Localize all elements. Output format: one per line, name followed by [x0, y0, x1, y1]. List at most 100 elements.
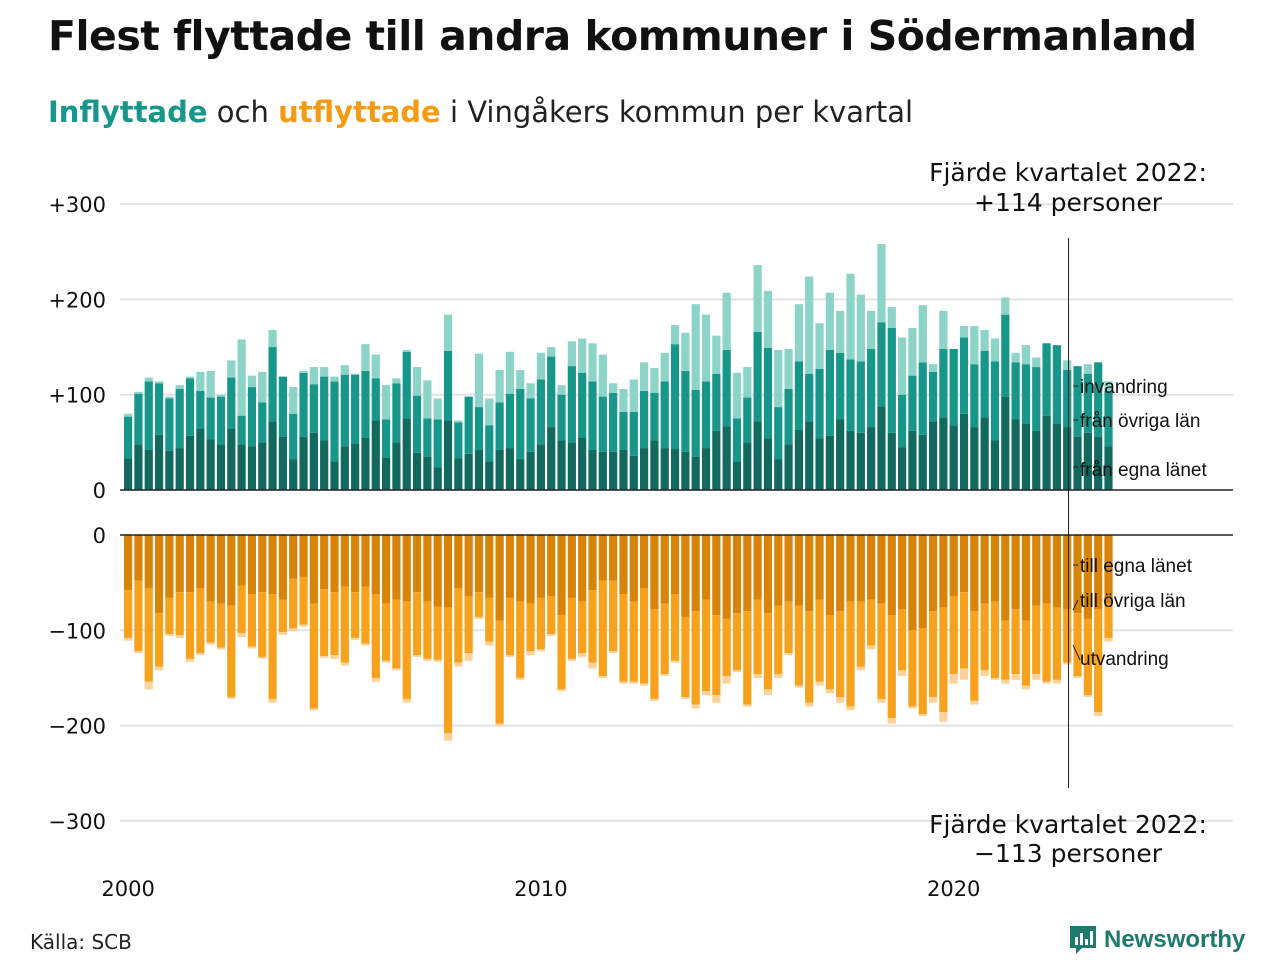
bar-out-utvandring — [268, 698, 277, 703]
bar-in-ovriga — [619, 411, 628, 450]
bar-out-utvandring — [124, 637, 133, 641]
bar-out-egna — [351, 535, 360, 593]
bar-in-ovriga — [392, 383, 401, 443]
bar-out-utvandring — [712, 695, 721, 703]
bar-in-ovriga — [144, 381, 153, 450]
bar-in-ovriga — [980, 350, 989, 418]
bar-out-egna — [1083, 535, 1092, 619]
legend-leader-utvandring — [1072, 644, 1081, 661]
bar-out-ovriga — [1104, 603, 1113, 638]
bar-out-utvandring — [619, 681, 628, 684]
bar-in-invandring — [939, 310, 948, 349]
bar-in-invandring — [1063, 360, 1072, 370]
bar-in-ovriga — [846, 359, 855, 431]
bar-out-ovriga — [247, 594, 257, 647]
bar-in-egna — [650, 440, 659, 490]
bar-out-ovriga — [1083, 618, 1092, 696]
bar-out-ovriga — [928, 611, 938, 698]
bar-out-utvandring — [1104, 637, 1113, 642]
bar-in-egna — [1042, 415, 1051, 490]
bar-out-egna — [289, 535, 298, 579]
legend-label-fran-egna: från egna länet — [1080, 460, 1207, 481]
bar-in-egna — [712, 430, 721, 490]
bar-out-egna — [474, 535, 484, 593]
bar-in-egna — [629, 455, 638, 490]
bar-out-utvandring — [361, 643, 370, 646]
bar-in-egna — [701, 448, 711, 490]
bar-out-utvandring — [485, 641, 494, 646]
bar-in-egna — [939, 417, 948, 490]
bar-in-egna — [1001, 396, 1010, 490]
bar-in-ovriga — [898, 394, 907, 448]
bar-in-invandring — [1032, 357, 1041, 368]
bar-out-utvandring — [196, 653, 205, 656]
bar-in-invandring — [753, 265, 762, 332]
bar-out-egna — [165, 535, 174, 598]
bar-in-invandring — [743, 367, 752, 398]
bar-out-ovriga — [351, 592, 360, 638]
bar-out-egna — [340, 535, 349, 587]
bar-in-egna — [867, 427, 876, 490]
bar-out-egna — [227, 535, 236, 606]
bar-out-egna — [753, 535, 762, 600]
ytick-top-label: 0 — [93, 479, 106, 503]
bar-out-ovriga — [825, 615, 834, 690]
bar-in-ovriga — [1094, 362, 1103, 437]
bar-out-utvandring — [144, 681, 153, 690]
bar-out-ovriga — [815, 599, 824, 682]
bar-out-utvandring — [557, 689, 566, 692]
bar-out-utvandring — [970, 700, 979, 705]
bar-in-invandring — [619, 388, 628, 412]
bar-in-invandring — [990, 338, 1000, 362]
xtick-label: 2000 — [101, 877, 154, 901]
annotation-bottom-line1: Fjärde kvartalet 2022: — [929, 810, 1207, 839]
bar-out-egna — [247, 535, 257, 595]
bar-in-egna — [825, 435, 834, 490]
bar-in-egna — [970, 427, 979, 490]
bar-in-egna — [443, 420, 453, 490]
bar-out-utvandring — [887, 717, 896, 724]
bar-in-invandring — [836, 310, 845, 353]
bar-out-ovriga — [609, 580, 618, 652]
bar-in-invandring — [227, 360, 236, 378]
bar-in-egna — [464, 453, 473, 490]
bar-in-ovriga — [423, 418, 432, 457]
bar-out-egna — [939, 535, 948, 608]
bar-out-utvandring — [536, 649, 545, 652]
bar-out-utvandring — [774, 674, 783, 678]
bar-out-egna — [557, 535, 566, 616]
bar-in-invandring — [1011, 352, 1020, 363]
bar-out-egna — [175, 535, 184, 593]
bar-in-ovriga — [299, 372, 308, 437]
bar-out-egna — [1052, 535, 1061, 608]
bar-in-invandring — [454, 420, 463, 423]
bar-in-egna — [670, 449, 680, 490]
chart-subtitle: Inflyttade och utflyttade i Vingåkers ko… — [48, 95, 913, 129]
bar-in-invandring — [154, 381, 164, 384]
ytick-bottom-label: −200 — [48, 715, 106, 739]
bar-out-egna — [1021, 535, 1031, 621]
bar-out-utvandring — [185, 658, 195, 662]
bar-in-invandring — [1021, 345, 1031, 365]
bar-in-ovriga — [1083, 373, 1092, 433]
bar-in-invandring — [805, 276, 814, 374]
bar-in-invandring — [908, 327, 917, 376]
bar-out-utvandring — [763, 689, 773, 696]
bar-out-ovriga — [598, 580, 607, 677]
bar-in-ovriga — [691, 389, 700, 457]
bar-out-utvandring — [670, 660, 680, 663]
bar-in-invandring — [505, 351, 515, 394]
legend-leader-till-ovriga — [1072, 599, 1079, 611]
newsworthy-logo-text: Newsworthy — [1104, 926, 1246, 953]
bar-in-egna — [526, 451, 535, 490]
bar-out-utvandring — [1021, 685, 1031, 690]
bar-in-ovriga — [1052, 345, 1061, 424]
annotation-top-line1: Fjärde kvartalet 2022: — [929, 158, 1207, 187]
subtitle-och: och — [216, 95, 269, 129]
bar-in-egna — [1094, 436, 1103, 490]
bar-in-ovriga — [1032, 367, 1041, 431]
bar-in-invandring — [516, 369, 525, 389]
bar-in-ovriga — [516, 388, 525, 460]
bar-in-invandring — [784, 348, 793, 389]
chart-title: Flest flyttade till andra kommuner i Söd… — [48, 12, 1197, 60]
